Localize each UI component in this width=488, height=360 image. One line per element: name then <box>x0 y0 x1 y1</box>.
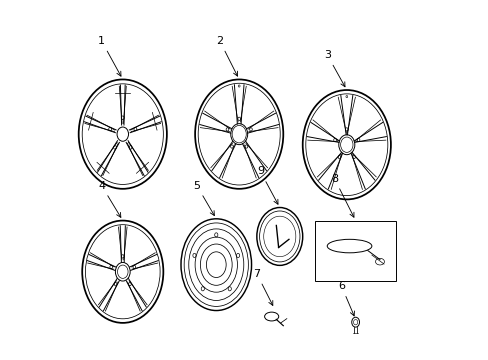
Text: 4: 4 <box>98 181 121 217</box>
Text: 3: 3 <box>323 50 345 87</box>
Text: 7: 7 <box>253 269 272 305</box>
Text: 9: 9 <box>256 166 278 204</box>
Text: 2: 2 <box>216 36 237 76</box>
Text: 5: 5 <box>193 181 214 216</box>
Text: 6: 6 <box>337 281 354 316</box>
Text: 1: 1 <box>98 36 121 76</box>
Text: 8: 8 <box>330 174 353 217</box>
